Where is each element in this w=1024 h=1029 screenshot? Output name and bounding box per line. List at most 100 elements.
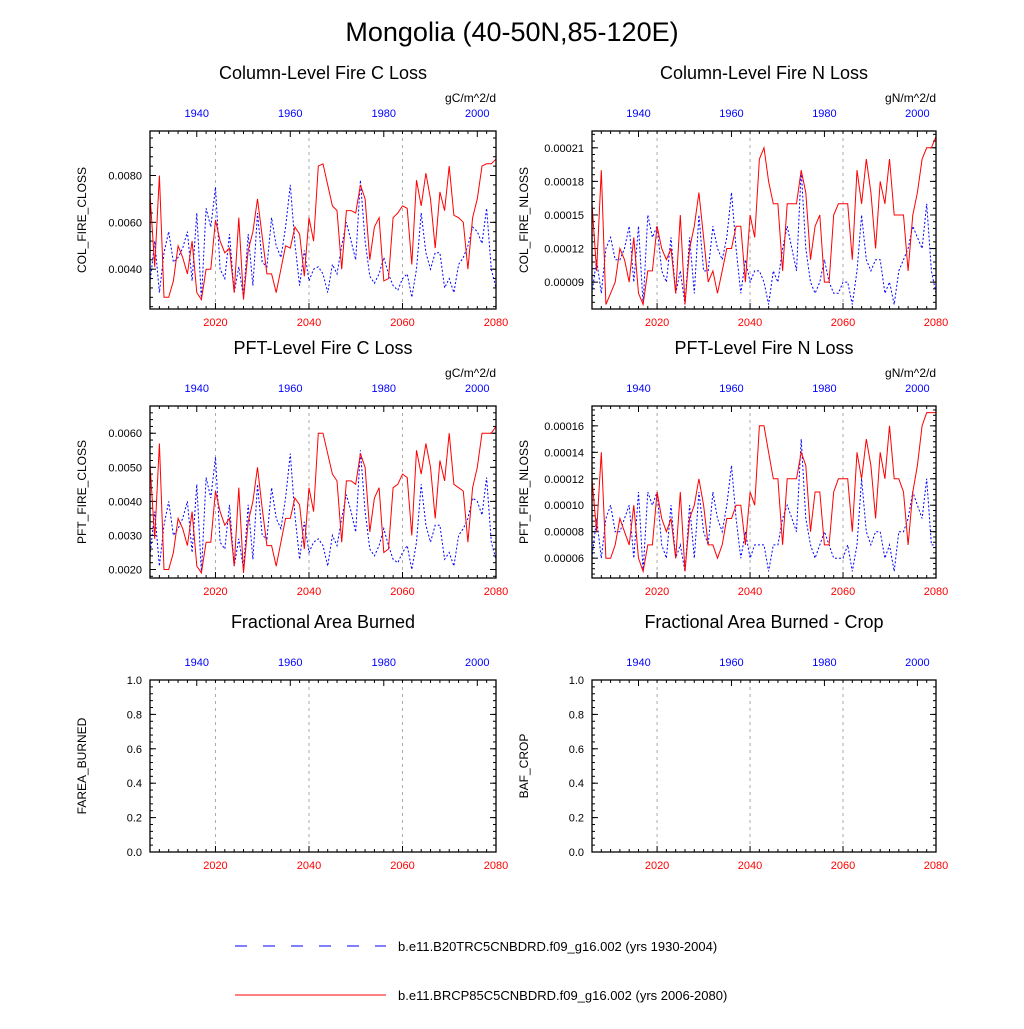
page-title: Mongolia (40-50N,85-120E) bbox=[345, 17, 678, 47]
chart-title: Column-Level Fire N Loss bbox=[660, 63, 868, 83]
y-tick-label: 0.0040 bbox=[108, 496, 142, 508]
units-label: gN/m^2/d bbox=[885, 91, 936, 105]
series-line-historical bbox=[150, 450, 496, 573]
y-axis-label: FAREA_BURNED bbox=[75, 717, 89, 814]
plot-frame bbox=[591, 130, 937, 310]
series-line-future bbox=[592, 136, 936, 307]
x-top-tick-label: 1940 bbox=[626, 657, 650, 669]
x-top-tick-label: 2000 bbox=[905, 657, 929, 669]
x-top-tick-label: 1940 bbox=[626, 383, 650, 395]
y-tick-label: 0.00009 bbox=[544, 277, 584, 289]
x-bottom-tick-label: 2020 bbox=[203, 586, 227, 598]
y-axis-label: PFT_FIRE_NLOSS bbox=[517, 440, 531, 544]
x-bottom-tick-label: 2060 bbox=[390, 860, 414, 872]
x-bottom-tick-label: 2060 bbox=[831, 317, 855, 329]
chart-title: Column-Level Fire C Loss bbox=[219, 63, 427, 83]
y-tick-label: 0.0 bbox=[569, 847, 584, 859]
x-bottom-tick-label: 2060 bbox=[390, 586, 414, 598]
x-bottom-tick-label: 2040 bbox=[738, 586, 762, 598]
y-tick-label: 0.0040 bbox=[108, 264, 142, 276]
y-tick-label: 0.0060 bbox=[108, 217, 142, 229]
y-tick-label: 0.00014 bbox=[544, 447, 584, 459]
series-line-future bbox=[150, 426, 496, 575]
x-top-tick-label: 1960 bbox=[719, 383, 743, 395]
chart-panel: Column-Level Fire C Loss gC/m^2/d COL_FIRE… bbox=[75, 63, 508, 329]
x-bottom-tick-label: 2080 bbox=[924, 586, 948, 598]
x-bottom-tick-label: 2020 bbox=[645, 317, 669, 329]
y-tick-label: 0.00021 bbox=[544, 143, 584, 155]
x-bottom-tick-label: 2040 bbox=[297, 860, 321, 872]
y-tick-label: 0.8 bbox=[127, 709, 142, 721]
y-tick-label: 0.8 bbox=[569, 709, 584, 721]
y-tick-label: 0.0030 bbox=[108, 530, 142, 542]
plot-frame bbox=[149, 130, 497, 310]
x-bottom-tick-label: 2040 bbox=[738, 860, 762, 872]
x-bottom-tick-label: 2060 bbox=[390, 317, 414, 329]
chart-title: Fractional Area Burned bbox=[231, 612, 415, 632]
x-top-tick-label: 1980 bbox=[372, 108, 396, 120]
x-top-tick-label: 1960 bbox=[278, 657, 302, 669]
x-bottom-tick-label: 2080 bbox=[924, 317, 948, 329]
chart-title: PFT-Level Fire C Loss bbox=[233, 338, 412, 358]
y-tick-label: 0.6 bbox=[569, 744, 584, 756]
y-axis-label: PFT_FIRE_CLOSS bbox=[75, 440, 89, 544]
x-top-tick-label: 1940 bbox=[185, 657, 209, 669]
x-top-tick-label: 1960 bbox=[278, 383, 302, 395]
y-tick-label: 0.0050 bbox=[108, 462, 142, 474]
y-tick-label: 0.4 bbox=[569, 778, 584, 790]
x-bottom-tick-label: 2080 bbox=[484, 317, 508, 329]
chart-title: Fractional Area Burned - Crop bbox=[644, 612, 883, 632]
panels: Column-Level Fire C Loss gC/m^2/d COL_FIRE… bbox=[75, 63, 948, 872]
x-bottom-tick-label: 2020 bbox=[645, 586, 669, 598]
y-tick-label: 0.0 bbox=[127, 847, 142, 859]
y-tick-label: 0.00012 bbox=[544, 244, 584, 256]
x-top-tick-label: 1940 bbox=[185, 383, 209, 395]
y-tick-label: 0.00006 bbox=[544, 553, 584, 565]
plot-frame bbox=[591, 679, 937, 853]
x-top-tick-label: 2000 bbox=[465, 657, 489, 669]
series-line-future bbox=[150, 158, 496, 301]
x-top-tick-label: 2000 bbox=[905, 108, 929, 120]
x-bottom-tick-label: 2060 bbox=[831, 860, 855, 872]
plot-frame bbox=[149, 679, 497, 853]
series-line-future bbox=[592, 412, 936, 574]
x-top-tick-label: 1980 bbox=[812, 108, 836, 120]
y-tick-label: 0.2 bbox=[569, 813, 584, 825]
y-tick-label: 1.0 bbox=[569, 675, 584, 687]
y-tick-label: 0.4 bbox=[127, 778, 142, 790]
chart-panel: Column-Level Fire N Loss gN/m^2/d COL_FIRE… bbox=[517, 63, 948, 329]
series-line-historical bbox=[592, 439, 936, 572]
y-tick-label: 1.0 bbox=[127, 675, 142, 687]
x-bottom-tick-label: 2040 bbox=[738, 317, 762, 329]
x-bottom-tick-label: 2020 bbox=[203, 860, 227, 872]
x-bottom-tick-label: 2020 bbox=[645, 860, 669, 872]
chart-panel: Fractional Area Burned FAREA_BURNED 2020 20… bbox=[75, 612, 508, 872]
x-top-tick-label: 2000 bbox=[465, 383, 489, 395]
y-tick-label: 0.0080 bbox=[108, 171, 142, 183]
legend-label: b.e11.B20TRC5CNBDRD.f09_g16.002 (yrs 193… bbox=[398, 939, 717, 954]
y-tick-label: 0.6 bbox=[127, 744, 142, 756]
x-top-tick-label: 1980 bbox=[812, 383, 836, 395]
y-tick-label: 0.00016 bbox=[544, 421, 584, 433]
units-label: gC/m^2/d bbox=[445, 91, 496, 105]
chart-panel: PFT-Level Fire N Loss gN/m^2/d PFT_FIRE_NL… bbox=[517, 338, 948, 598]
plot-frame bbox=[591, 405, 937, 579]
y-tick-label: 0.2 bbox=[127, 813, 142, 825]
x-top-tick-label: 2000 bbox=[905, 383, 929, 395]
y-tick-label: 0.0060 bbox=[108, 428, 142, 440]
chart-title: PFT-Level Fire N Loss bbox=[674, 338, 853, 358]
x-bottom-tick-label: 2040 bbox=[297, 586, 321, 598]
x-bottom-tick-label: 2080 bbox=[484, 586, 508, 598]
x-top-tick-label: 1960 bbox=[719, 657, 743, 669]
y-tick-label: 0.00010 bbox=[544, 500, 584, 512]
y-tick-label: 0.00008 bbox=[544, 527, 584, 539]
x-top-tick-label: 1980 bbox=[372, 383, 396, 395]
chart-panel: Fractional Area Burned - Crop BAF_CROP 202… bbox=[517, 612, 948, 872]
units-label: gN/m^2/d bbox=[885, 366, 936, 380]
series-line-historical bbox=[150, 180, 496, 300]
x-top-tick-label: 1980 bbox=[372, 657, 396, 669]
x-bottom-tick-label: 2080 bbox=[924, 860, 948, 872]
x-top-tick-label: 1940 bbox=[626, 108, 650, 120]
